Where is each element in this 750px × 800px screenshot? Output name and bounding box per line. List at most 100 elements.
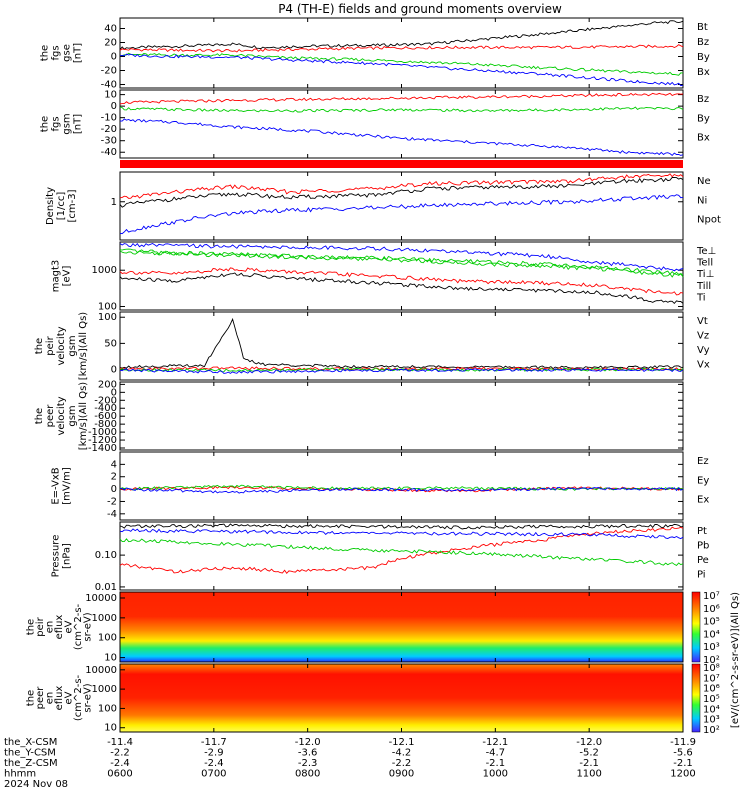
legend-Pi: Pi xyxy=(697,570,706,581)
y-axis-label: [nPa] xyxy=(62,543,73,569)
x-axis-value: 0800 xyxy=(295,769,320,780)
panel-peer_vel xyxy=(119,381,684,451)
y-axis-label: the xyxy=(34,338,45,354)
y-axis-label: peer xyxy=(35,686,46,710)
x-axis-row-label: the_Z-CSM xyxy=(4,758,58,769)
series-density-Ne xyxy=(119,173,684,199)
series-fgs_gsm-By xyxy=(119,106,684,113)
y-tick-label: 10 xyxy=(104,723,117,734)
legend-Bz: Bz xyxy=(697,94,709,105)
y-axis-label: [nT] xyxy=(73,43,84,63)
y-tick-label: -2 xyxy=(107,496,117,507)
x-axis-value: -4.7 xyxy=(486,748,506,759)
colorbar-tick: 10⁵ xyxy=(703,617,720,628)
panel-temp xyxy=(119,241,684,311)
y-tick-label: 40 xyxy=(104,24,117,35)
y-tick-label: 10000 xyxy=(85,665,117,676)
x-axis-value: -12.0 xyxy=(295,737,321,748)
legend-Ni: Ni xyxy=(697,195,707,206)
series-peir_vel-Vx xyxy=(119,368,684,374)
y-axis-label: the xyxy=(26,619,37,635)
legend-By: By xyxy=(697,52,710,63)
series-temp-Ti⊥ xyxy=(119,248,684,276)
y-axis-label: [km/s](All Qs) xyxy=(78,312,89,380)
x-axis-value: -2.4 xyxy=(110,758,130,769)
colorbar-tick: 10⁴ xyxy=(703,704,720,715)
legend-Bx: Bx xyxy=(697,133,710,144)
series-density-Npot xyxy=(119,194,684,235)
series-temp-Ti xyxy=(119,242,684,272)
legend-Bz: Bz xyxy=(697,37,709,48)
y-axis-label: magt3 xyxy=(51,260,62,293)
y-tick-label: -1000 xyxy=(88,427,117,438)
y-axis-label: [mV/m] xyxy=(62,467,73,505)
x-axis-value: -2.1 xyxy=(486,758,506,769)
y-axis-label: the xyxy=(26,690,37,706)
y-tick-label: -30 xyxy=(101,136,117,147)
y-axis-label: [1/cc] xyxy=(56,192,67,221)
spectrogram-peer_en xyxy=(120,664,683,732)
y-tick-label: 4 xyxy=(111,459,117,470)
series-peir_vel-Vt xyxy=(119,317,684,370)
y-tick-label: 1000 xyxy=(92,265,117,276)
y-axis-label: E=-VxB xyxy=(51,467,62,504)
y-tick-label: 100 xyxy=(98,312,117,323)
x-axis-value: 1000 xyxy=(483,769,508,780)
y-axis-label: [nT] xyxy=(73,114,84,134)
x-axis-value: -3.6 xyxy=(298,748,318,759)
series-fgs_gsm-Bx xyxy=(119,118,684,157)
x-axis-row-label: the_Y-CSM xyxy=(4,748,56,759)
x-axis-value: 1200 xyxy=(670,769,695,780)
colorbar-tick: 10⁶ xyxy=(703,684,720,695)
series-pressure-Pi xyxy=(119,528,684,540)
x-axis-row-label: hhmm xyxy=(4,769,36,780)
y-tick-label: 1 xyxy=(111,197,117,208)
y-axis-label: [km/s](All Qs) xyxy=(78,382,89,450)
y-axis-label: velocity xyxy=(56,396,67,435)
legend-Pb: Pb xyxy=(697,541,709,552)
series-fgs_gse-Bt xyxy=(119,20,684,50)
series-pressure-Pt xyxy=(119,523,684,530)
series-fgs_gse-Bx xyxy=(119,53,684,87)
legend-Till: Till xyxy=(696,281,711,292)
x-axis-value: -12.0 xyxy=(576,737,602,748)
y-tick-label: 0 xyxy=(111,387,117,398)
series-efield-Ex xyxy=(119,486,684,494)
colorbar-tick: 10⁸ xyxy=(703,663,720,674)
colorbar-tick: 10² xyxy=(703,725,720,736)
y-tick-label: 100 xyxy=(98,301,117,312)
colorbar-tick: 10⁴ xyxy=(703,629,720,640)
y-axis-label: gsm xyxy=(67,405,78,426)
x-axis-row-label: the_X-CSM xyxy=(4,737,57,748)
y-tick-label: 2 xyxy=(111,472,117,483)
y-axis-label: sr-eV) xyxy=(83,683,94,712)
x-axis-value: -2.1 xyxy=(579,758,599,769)
y-axis-label: en xyxy=(45,692,56,705)
y-tick-label: 1000 xyxy=(92,613,117,624)
legend-Pt: Pt xyxy=(697,526,707,537)
y-tick-label: -10 xyxy=(101,113,117,124)
colorbar xyxy=(691,591,701,663)
y-axis-label: Pressure xyxy=(51,535,62,578)
x-axis-value: -5.2 xyxy=(579,748,599,759)
legend-Bx: Bx xyxy=(697,67,710,78)
legend-Te⊥: Te⊥ xyxy=(696,246,716,257)
y-axis-label: the xyxy=(40,116,51,132)
y-tick-label: 100 xyxy=(98,633,117,644)
x-axis-value: -11.9 xyxy=(670,737,696,748)
y-axis-label: eflux xyxy=(54,686,65,711)
y-axis-label: sr-eV) xyxy=(83,612,94,641)
legend-Ti⊥: Ti⊥ xyxy=(696,269,714,280)
y-tick-label: 50 xyxy=(104,338,117,349)
legend-Vx: Vx xyxy=(697,360,710,371)
legend-Tell: Tell xyxy=(696,258,713,269)
legend-Ey: Ey xyxy=(697,475,709,486)
x-axis-value: -11.4 xyxy=(107,737,133,748)
legend-Ne: Ne xyxy=(697,176,711,187)
legend-Vz: Vz xyxy=(697,331,709,342)
x-axis-value: 0900 xyxy=(389,769,414,780)
y-tick-label: -600 xyxy=(94,411,117,422)
y-axis-label: velocity xyxy=(56,326,67,365)
legend-By: By xyxy=(697,113,710,124)
